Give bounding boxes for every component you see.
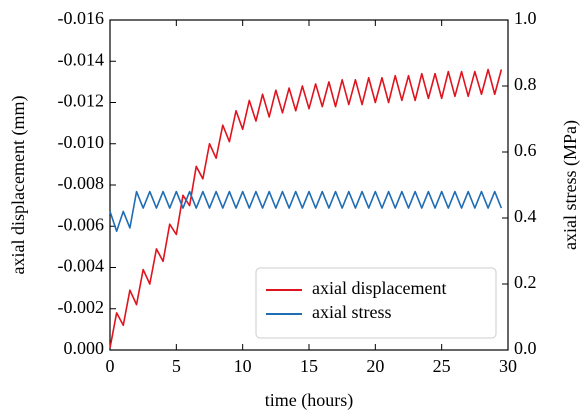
x-tick-label: 5 <box>172 356 181 376</box>
x-tick-label: 10 <box>234 356 252 376</box>
y-tick-label: 0.000 <box>64 338 105 358</box>
data-line <box>109 68 503 349</box>
x-tick-label: 15 <box>300 356 318 376</box>
y2-tick-label: 0.2 <box>514 272 537 292</box>
x-axis-label: time (hours) <box>265 390 353 411</box>
x-tick-label: 20 <box>366 356 384 376</box>
y2-tick-label: 0.4 <box>514 206 537 226</box>
y2-tick-label: 0.6 <box>514 140 537 160</box>
y2-tick-label: 1.0 <box>514 8 537 28</box>
legend-label: axial displacement <box>312 278 446 298</box>
data-line <box>109 190 503 232</box>
legend-label: axial stress <box>312 302 391 322</box>
y-tick-label: -0.008 <box>58 173 105 193</box>
legend-box <box>255 267 497 339</box>
y-tick-label: -0.004 <box>58 256 105 276</box>
y-tick-label: -0.010 <box>58 132 105 152</box>
x-tick-label: 0 <box>106 356 115 376</box>
y-axis-label: axial displacement (mm) <box>8 96 29 275</box>
y2-axis-label: axial stress (MPa) <box>560 120 581 250</box>
y2-tick-label: 0.0 <box>514 338 537 358</box>
x-tick-label: 25 <box>433 356 451 376</box>
x-tick-label: 30 <box>499 356 517 376</box>
y-tick-label: -0.016 <box>58 8 105 28</box>
y-tick-label: -0.014 <box>58 49 105 69</box>
y-tick-label: -0.012 <box>58 91 105 111</box>
y-tick-label: -0.002 <box>58 297 105 317</box>
y2-tick-label: 0.8 <box>514 74 537 94</box>
y-tick-label: -0.006 <box>58 214 105 234</box>
